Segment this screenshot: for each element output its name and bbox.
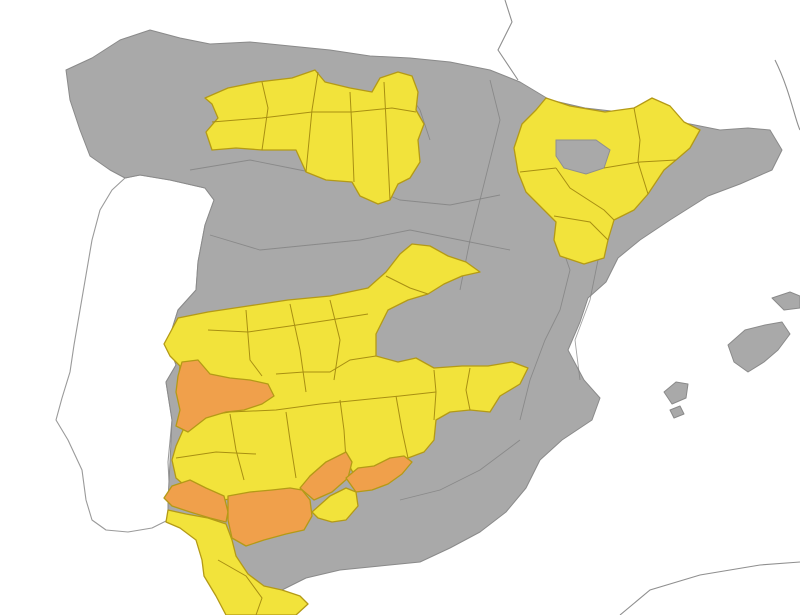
center-zone-inner-borders bbox=[175, 275, 471, 481]
aragon-hole-region bbox=[555, 139, 611, 175]
warning-zone-granada-orange[interactable] bbox=[345, 455, 413, 493]
warning-zone-north[interactable] bbox=[204, 69, 425, 205]
warning-zone-sevilla-orange[interactable] bbox=[227, 487, 313, 547]
aragon-zone-inner-borders bbox=[519, 107, 677, 241]
warning-zone-extremadura-orange[interactable] bbox=[175, 359, 275, 433]
warning-zone-cadiz-strait[interactable] bbox=[165, 509, 309, 615]
france-south-coastline bbox=[774, 59, 800, 131]
france-coastline bbox=[497, 0, 519, 81]
morocco-coastline bbox=[619, 561, 800, 615]
mallorca-island bbox=[727, 321, 791, 373]
warning-zone-huelva-orange[interactable] bbox=[163, 479, 229, 523]
warning-zone-jaen-orange[interactable] bbox=[299, 451, 353, 501]
warning-zone-malaga[interactable] bbox=[311, 487, 359, 523]
formentera-island bbox=[669, 405, 685, 419]
strait-zone-inner-borders bbox=[217, 559, 263, 615]
north-zone-inner-borders bbox=[211, 71, 417, 201]
menorca-island bbox=[771, 291, 800, 311]
ibiza-island bbox=[663, 381, 689, 405]
